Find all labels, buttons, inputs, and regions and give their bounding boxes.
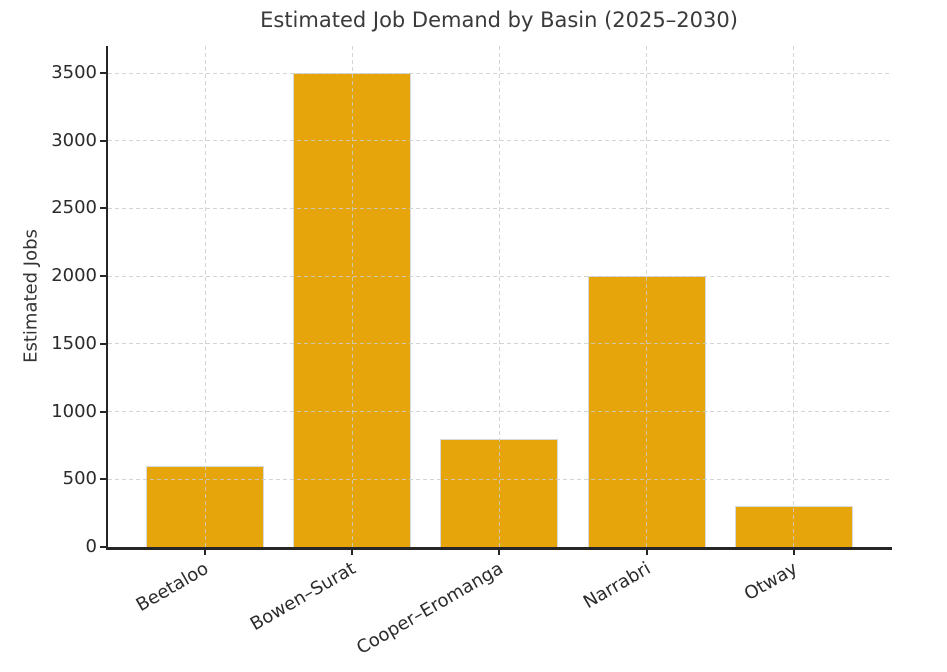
x-tick-mark xyxy=(645,550,648,555)
gridline-vertical xyxy=(498,46,500,547)
x-tick-label-bowen-surat: Bowen–Surat xyxy=(247,558,360,636)
gridline-vertical xyxy=(204,46,206,547)
gridline-vertical xyxy=(351,46,353,547)
y-tick-mark xyxy=(100,478,106,481)
x-tick-mark xyxy=(498,550,501,555)
x-tick-label-otway: Otway xyxy=(740,558,802,606)
y-tick-label: 2000 xyxy=(51,265,97,287)
y-tick-label: 1500 xyxy=(51,332,97,354)
y-tick-mark xyxy=(100,207,106,210)
gridline-vertical xyxy=(646,46,648,547)
y-tick-label: 500 xyxy=(62,468,97,490)
plot-area xyxy=(108,46,890,547)
x-tick-mark xyxy=(351,550,354,555)
y-tick-mark xyxy=(100,275,106,278)
x-axis-spine xyxy=(106,547,892,550)
chart-title: Estimated Job Demand by Basin (2025–2030… xyxy=(260,8,738,32)
y-tick-mark xyxy=(100,546,106,548)
y-tick-label: 3000 xyxy=(51,129,97,151)
x-tick-mark xyxy=(204,550,206,555)
x-tick-mark xyxy=(792,550,795,555)
x-tick-label-beetaloo: Beetaloo xyxy=(133,558,213,616)
y-tick-mark xyxy=(100,139,106,142)
y-tick-mark xyxy=(100,410,106,413)
y-tick-label: 2500 xyxy=(51,197,97,219)
y-tick-mark xyxy=(100,72,106,75)
x-tick-label-cooper-eromanga: Cooper–Eromanga xyxy=(353,558,507,659)
gridline-vertical xyxy=(793,46,795,547)
y-tick-mark xyxy=(100,342,106,345)
y-axis-spine xyxy=(106,46,108,550)
x-tick-label-narrabri: Narrabri xyxy=(579,558,655,614)
gridlines-layer xyxy=(108,46,890,547)
y-tick-label: 1000 xyxy=(51,400,97,422)
y-tick-label: 0 xyxy=(85,536,97,557)
y-tick-label: 3500 xyxy=(51,62,97,84)
